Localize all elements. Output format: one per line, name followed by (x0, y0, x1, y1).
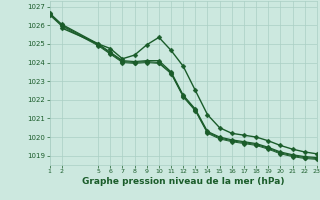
X-axis label: Graphe pression niveau de la mer (hPa): Graphe pression niveau de la mer (hPa) (82, 177, 284, 186)
